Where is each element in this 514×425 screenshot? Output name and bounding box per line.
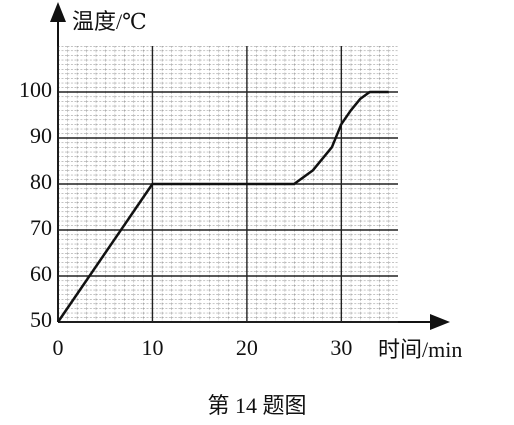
y-tick-label: 80 [30,169,52,194]
y-tick-label: 70 [30,215,52,240]
x-tick-label: 0 [53,335,64,360]
x-axis-label: 时间/min [378,337,462,362]
x-tick-label: 10 [141,335,163,360]
y-tick-label: 50 [30,307,52,332]
data-line [56,90,389,323]
y-tick-label: 100 [19,77,52,102]
y-tick-label: 60 [30,261,52,286]
caption: 第 14 题图 [207,393,306,418]
x-tick-label: 20 [236,335,258,360]
x-tick-label: 30 [330,335,352,360]
y-axis-label: 温度/℃ [72,9,147,34]
y-tick-label: 90 [30,123,52,148]
